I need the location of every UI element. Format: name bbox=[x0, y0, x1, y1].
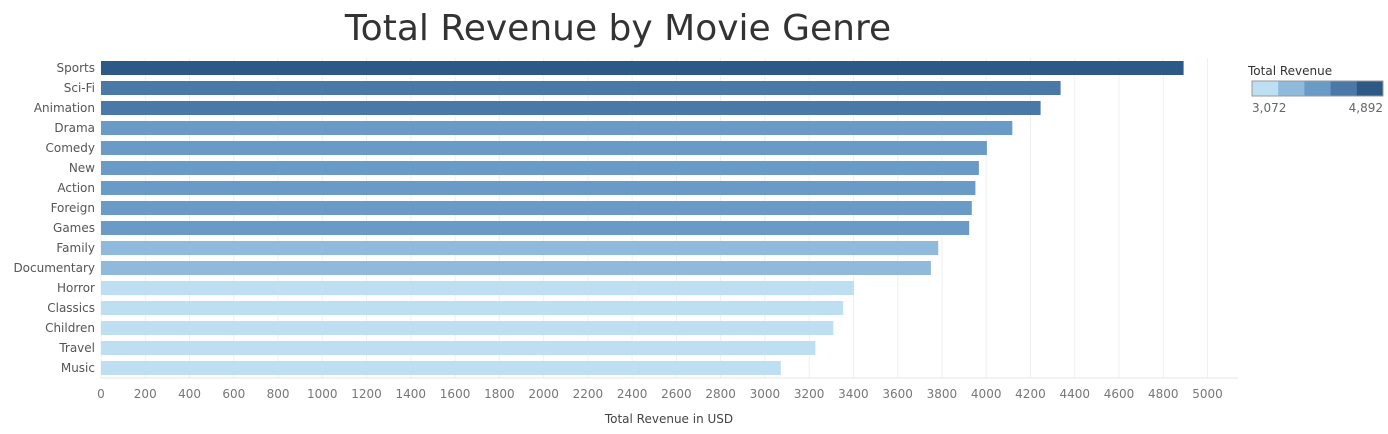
legend-swatch bbox=[1356, 81, 1384, 96]
category-label: Animation bbox=[34, 101, 95, 115]
x-tick-label: 2200 bbox=[573, 387, 604, 401]
legend-min-label: 3,072 bbox=[1252, 101, 1286, 115]
category-label: Sports bbox=[57, 61, 95, 75]
bar-games bbox=[101, 221, 970, 235]
x-tick-label: 2400 bbox=[617, 387, 648, 401]
category-label: Music bbox=[61, 361, 95, 375]
x-tick-label: 0 bbox=[97, 387, 105, 401]
x-tick-label: 1200 bbox=[351, 387, 382, 401]
bar-music bbox=[101, 361, 781, 375]
legend-title: Total Revenue bbox=[1247, 64, 1332, 78]
category-label: Action bbox=[57, 181, 95, 195]
bar-classics bbox=[101, 301, 844, 315]
x-tick-label: 3800 bbox=[927, 387, 958, 401]
bar-foreign bbox=[101, 201, 972, 215]
bar-drama bbox=[101, 121, 1013, 135]
bar-comedy bbox=[101, 141, 987, 155]
legend-swatches bbox=[1251, 80, 1384, 97]
bar-family bbox=[101, 241, 939, 255]
x-tick-label: 4600 bbox=[1104, 387, 1135, 401]
x-tick-label: 3600 bbox=[882, 387, 913, 401]
x-tick-label: 2800 bbox=[705, 387, 736, 401]
category-label: New bbox=[69, 161, 95, 175]
category-label: Horror bbox=[57, 281, 95, 295]
bar-horror bbox=[101, 281, 854, 295]
legend-swatch bbox=[1252, 81, 1279, 96]
x-tick-label: 1800 bbox=[484, 387, 515, 401]
x-tick-label: 4000 bbox=[971, 387, 1002, 401]
legend-max-label: 4,892 bbox=[1349, 101, 1383, 115]
bar-action bbox=[101, 181, 976, 195]
bar-sports bbox=[101, 61, 1184, 75]
category-label: Family bbox=[56, 241, 95, 255]
category-label: Classics bbox=[47, 301, 95, 315]
x-tick-label: 3000 bbox=[750, 387, 781, 401]
bar-animation bbox=[101, 101, 1041, 115]
legend-swatch bbox=[1330, 81, 1358, 96]
bars bbox=[101, 61, 1184, 375]
x-axis-title: Total Revenue in USD bbox=[604, 412, 733, 426]
x-tick-label: 1400 bbox=[396, 387, 427, 401]
legend-swatch bbox=[1304, 81, 1332, 96]
x-tick-label: 200 bbox=[134, 387, 157, 401]
x-tick-label: 600 bbox=[222, 387, 245, 401]
x-tick-label: 4200 bbox=[1015, 387, 1046, 401]
color-legend: Total Revenue 3,072 4,892 bbox=[1247, 64, 1384, 115]
x-tick-labels: 0 200 400 600 800 1000 1200 1400 1600 1800 2000 220… bbox=[97, 387, 1223, 401]
legend-border bbox=[1251, 80, 1384, 97]
bar-children bbox=[101, 321, 834, 335]
legend-swatch bbox=[1278, 81, 1305, 96]
x-tick-label: 800 bbox=[267, 387, 290, 401]
bar-sci-fi bbox=[101, 81, 1061, 95]
x-tick-label: 2600 bbox=[661, 387, 692, 401]
chart-title: Total Revenue by Movie Genre bbox=[344, 8, 891, 49]
x-tick-label: 4400 bbox=[1059, 387, 1090, 401]
x-tick-label: 3200 bbox=[794, 387, 825, 401]
x-tick-label: 2000 bbox=[528, 387, 559, 401]
category-label: Sci-Fi bbox=[64, 81, 95, 95]
bar-travel bbox=[101, 341, 816, 355]
x-tick-label: 3400 bbox=[838, 387, 869, 401]
bar-documentary bbox=[101, 261, 931, 275]
x-tick-label: 400 bbox=[178, 387, 201, 401]
bar-new bbox=[101, 161, 979, 175]
x-tick-label: 4800 bbox=[1148, 387, 1179, 401]
category-label: Comedy bbox=[45, 141, 95, 155]
x-tick-label: 5000 bbox=[1192, 387, 1223, 401]
category-label: Foreign bbox=[51, 201, 95, 215]
category-label: Games bbox=[53, 221, 95, 235]
x-tick-label: 1600 bbox=[440, 387, 471, 401]
category-label: Travel bbox=[58, 341, 95, 355]
category-label: Children bbox=[45, 321, 95, 335]
category-label: Documentary bbox=[13, 261, 95, 275]
x-tick-label: 1000 bbox=[307, 387, 338, 401]
category-labels: Sports Sci-Fi Animation Drama Comedy New Actio… bbox=[13, 61, 95, 375]
category-label: Drama bbox=[54, 121, 95, 135]
